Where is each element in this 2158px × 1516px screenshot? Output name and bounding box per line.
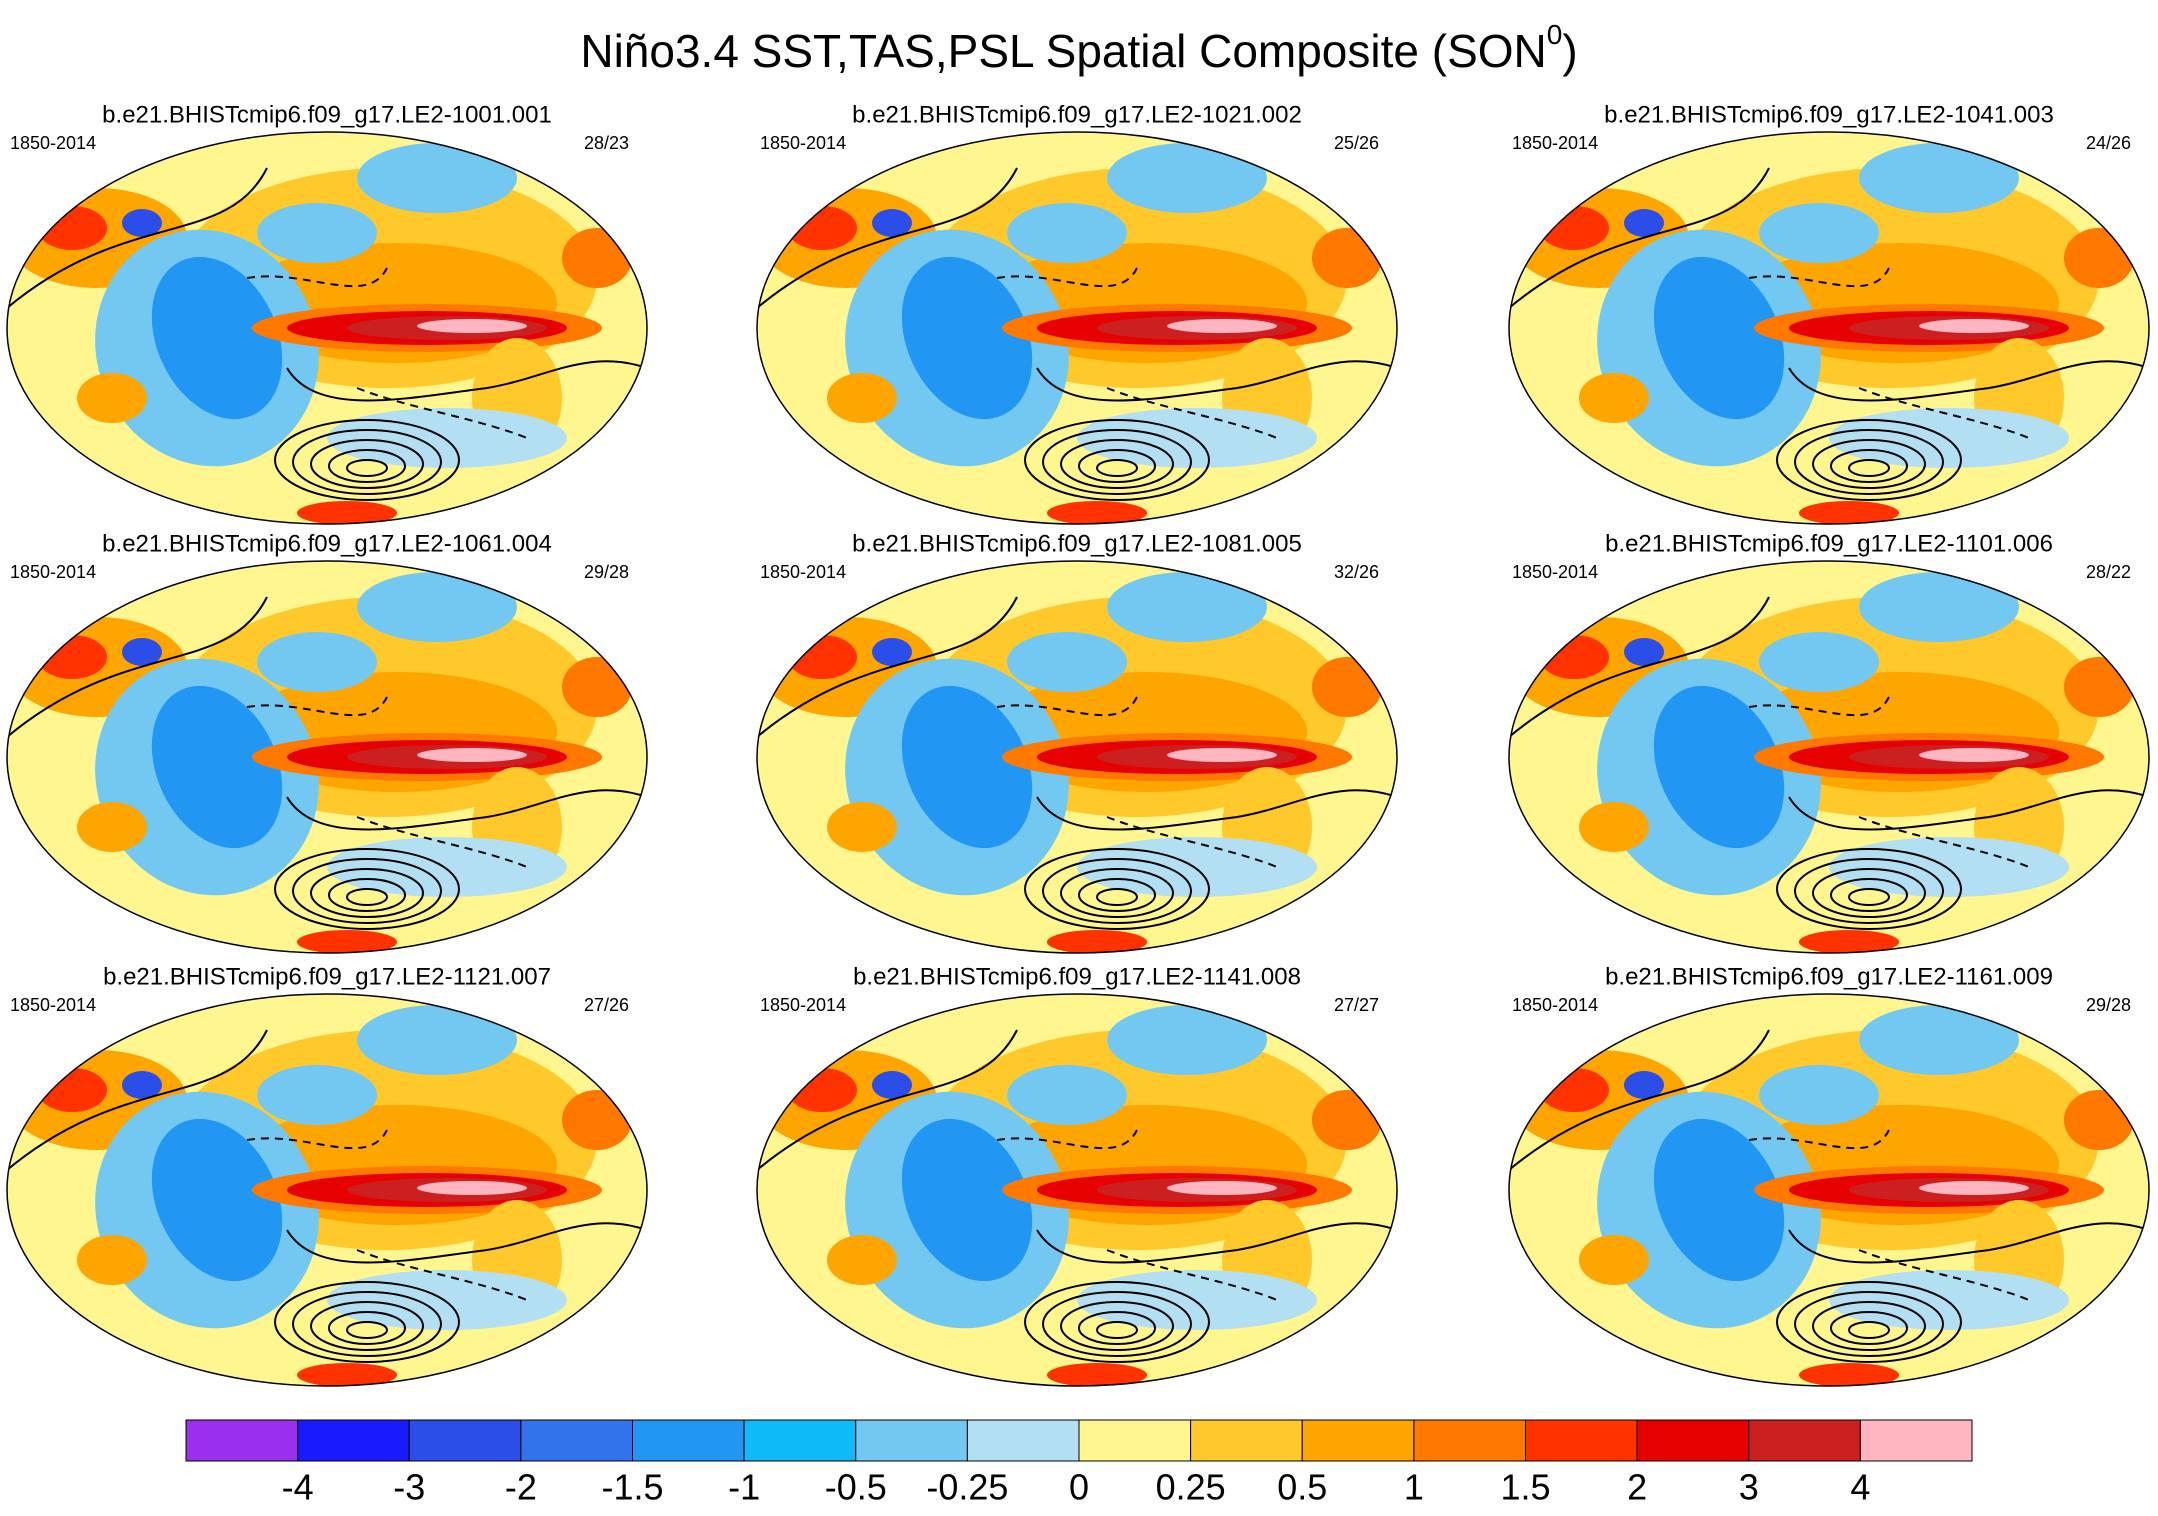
colorbar-label: -1.5 xyxy=(601,1467,663,1508)
colorbar-box xyxy=(632,1419,745,1462)
panel-period: 1850-2014 xyxy=(760,995,846,1015)
colorbar-label: -4 xyxy=(282,1467,314,1508)
colorbar-box xyxy=(408,1419,522,1462)
panel-period: 1850-2014 xyxy=(1512,133,1598,153)
panel-period: 1850-2014 xyxy=(760,133,846,153)
panel-title: b.e21.BHISTcmip6.f09_g17.LE2-1021.002 xyxy=(852,101,1302,128)
colorbar-box xyxy=(1636,1419,1750,1462)
map-panel: b.e21.BHISTcmip6.f09_g17.LE2-1041.003 185… xyxy=(1509,101,2149,525)
panel-count: 29/28 xyxy=(2086,995,2131,1015)
colorbar-box xyxy=(1078,1419,1192,1462)
panel-title: b.e21.BHISTcmip6.f09_g17.LE2-1161.009 xyxy=(1605,963,2053,990)
globe-map xyxy=(757,132,1397,525)
globe-map xyxy=(7,132,647,525)
panel-count: 29/28 xyxy=(584,562,629,582)
panel-count: 27/26 xyxy=(584,995,629,1015)
panel-period: 1850-2014 xyxy=(10,562,96,582)
colorbar-label: 0.5 xyxy=(1277,1467,1327,1508)
colorbar-label: -2 xyxy=(505,1467,537,1508)
panel-period: 1850-2014 xyxy=(1512,995,1598,1015)
map-panel: b.e21.BHISTcmip6.f09_g17.LE2-1001.001 185… xyxy=(7,101,647,525)
globe-map xyxy=(7,561,647,954)
panel-period: 1850-2014 xyxy=(760,562,846,582)
figure-title: Niño3.4 SST,TAS,PSL Spatial Composite (S… xyxy=(580,19,1577,77)
panel-count: 24/26 xyxy=(2086,133,2131,153)
colorbar: -4 -3 -2 -1.5 -1 -0.5 -0.25 0 0.25 0.5 1 1.5 2 3 4 xyxy=(185,1419,1973,1508)
panel-period: 1850-2014 xyxy=(1512,562,1598,582)
panel-title: b.e21.BHISTcmip6.f09_g17.LE2-1141.008 xyxy=(853,963,1301,990)
map-panel: b.e21.BHISTcmip6.f09_g17.LE2-1101.006 185… xyxy=(1509,530,2149,954)
panel-title: b.e21.BHISTcmip6.f09_g17.LE2-1001.001 xyxy=(102,101,552,128)
map-panel: b.e21.BHISTcmip6.f09_g17.LE2-1121.007 185… xyxy=(7,963,647,1387)
panel-count: 28/23 xyxy=(584,133,629,153)
colorbar-box xyxy=(520,1419,633,1462)
colorbar-label: 4 xyxy=(1850,1467,1870,1508)
colorbar-box xyxy=(1748,1419,1861,1462)
colorbar-box xyxy=(1190,1419,1303,1462)
globe-map xyxy=(1509,132,2149,525)
colorbar-label: 1.5 xyxy=(1500,1467,1550,1508)
colorbar-label: -1 xyxy=(728,1467,760,1508)
panel-period: 1850-2014 xyxy=(10,133,96,153)
panel-count: 27/27 xyxy=(1334,995,1379,1015)
colorbar-box xyxy=(1525,1419,1638,1462)
panel-count: 32/26 xyxy=(1334,562,1379,582)
globe-map xyxy=(7,994,647,1387)
colorbar-label: 3 xyxy=(1739,1467,1759,1508)
colorbar-box xyxy=(297,1419,410,1462)
map-panel: b.e21.BHISTcmip6.f09_g17.LE2-1021.002 185… xyxy=(757,101,1397,525)
panel-title: b.e21.BHISTcmip6.f09_g17.LE2-1081.005 xyxy=(852,530,1302,557)
globe-map xyxy=(1509,994,2149,1387)
panel-title: b.e21.BHISTcmip6.f09_g17.LE2-1101.006 xyxy=(1605,530,2053,557)
globe-map xyxy=(757,994,1397,1387)
panel-count: 28/22 xyxy=(2086,562,2131,582)
globe-map xyxy=(757,561,1397,954)
colorbar-label: 1 xyxy=(1404,1467,1424,1508)
panel-period: 1850-2014 xyxy=(10,995,96,1015)
colorbar-label: -0.5 xyxy=(825,1467,887,1508)
colorbar-box xyxy=(1301,1419,1415,1462)
colorbar-box xyxy=(966,1419,1080,1462)
panels: b.e21.BHISTcmip6.f09_g17.LE2-1001.001 185… xyxy=(7,101,2149,1387)
colorbar-label: 0.25 xyxy=(1156,1467,1226,1508)
colorbar-box xyxy=(1859,1419,1973,1462)
colorbar-box xyxy=(185,1419,299,1462)
map-panel: b.e21.BHISTcmip6.f09_g17.LE2-1061.004 185… xyxy=(7,530,647,954)
panel-count: 25/26 xyxy=(1334,133,1379,153)
globe-map xyxy=(1509,561,2149,954)
colorbar-box xyxy=(743,1419,857,1462)
panel-title: b.e21.BHISTcmip6.f09_g17.LE2-1121.007 xyxy=(103,963,551,990)
colorbar-label: 2 xyxy=(1627,1467,1647,1508)
colorbar-box xyxy=(855,1419,968,1462)
panel-title: b.e21.BHISTcmip6.f09_g17.LE2-1061.004 xyxy=(102,530,552,557)
panel-title: b.e21.BHISTcmip6.f09_g17.LE2-1041.003 xyxy=(1604,101,2054,128)
colorbar-label: -3 xyxy=(393,1467,425,1508)
map-panel: b.e21.BHISTcmip6.f09_g17.LE2-1081.005 185… xyxy=(757,530,1397,954)
map-panel: b.e21.BHISTcmip6.f09_g17.LE2-1141.008 185… xyxy=(757,963,1397,1387)
colorbar-label: -0.25 xyxy=(926,1467,1008,1508)
colorbar-label: 0 xyxy=(1069,1467,1089,1508)
map-panel: b.e21.BHISTcmip6.f09_g17.LE2-1161.009 185… xyxy=(1509,963,2149,1387)
colorbar-box xyxy=(1413,1419,1526,1462)
